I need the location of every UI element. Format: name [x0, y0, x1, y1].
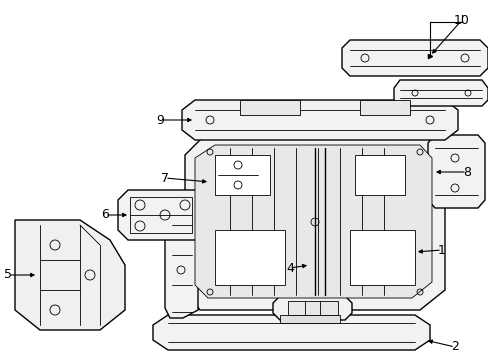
Polygon shape: [153, 315, 429, 350]
Polygon shape: [354, 155, 404, 195]
Polygon shape: [287, 301, 337, 315]
Text: 9: 9: [156, 113, 163, 126]
Polygon shape: [280, 315, 339, 323]
Text: 4: 4: [285, 261, 293, 274]
Text: 5: 5: [4, 269, 12, 282]
Text: 8: 8: [462, 166, 470, 179]
Polygon shape: [240, 100, 299, 115]
Text: 10: 10: [453, 13, 469, 27]
Polygon shape: [184, 135, 444, 310]
Polygon shape: [209, 155, 264, 195]
Polygon shape: [164, 220, 198, 318]
Polygon shape: [359, 100, 409, 115]
Polygon shape: [15, 220, 125, 330]
Polygon shape: [118, 190, 204, 240]
Text: 7: 7: [161, 171, 169, 184]
Polygon shape: [182, 100, 457, 140]
Polygon shape: [215, 230, 285, 285]
Polygon shape: [341, 40, 487, 76]
Polygon shape: [272, 296, 351, 320]
Text: 6: 6: [101, 208, 109, 221]
Polygon shape: [215, 155, 269, 195]
Text: 1: 1: [437, 243, 445, 256]
Text: 2: 2: [450, 341, 458, 354]
Polygon shape: [393, 80, 487, 106]
Polygon shape: [427, 135, 484, 208]
Polygon shape: [349, 230, 414, 285]
Polygon shape: [195, 145, 431, 298]
